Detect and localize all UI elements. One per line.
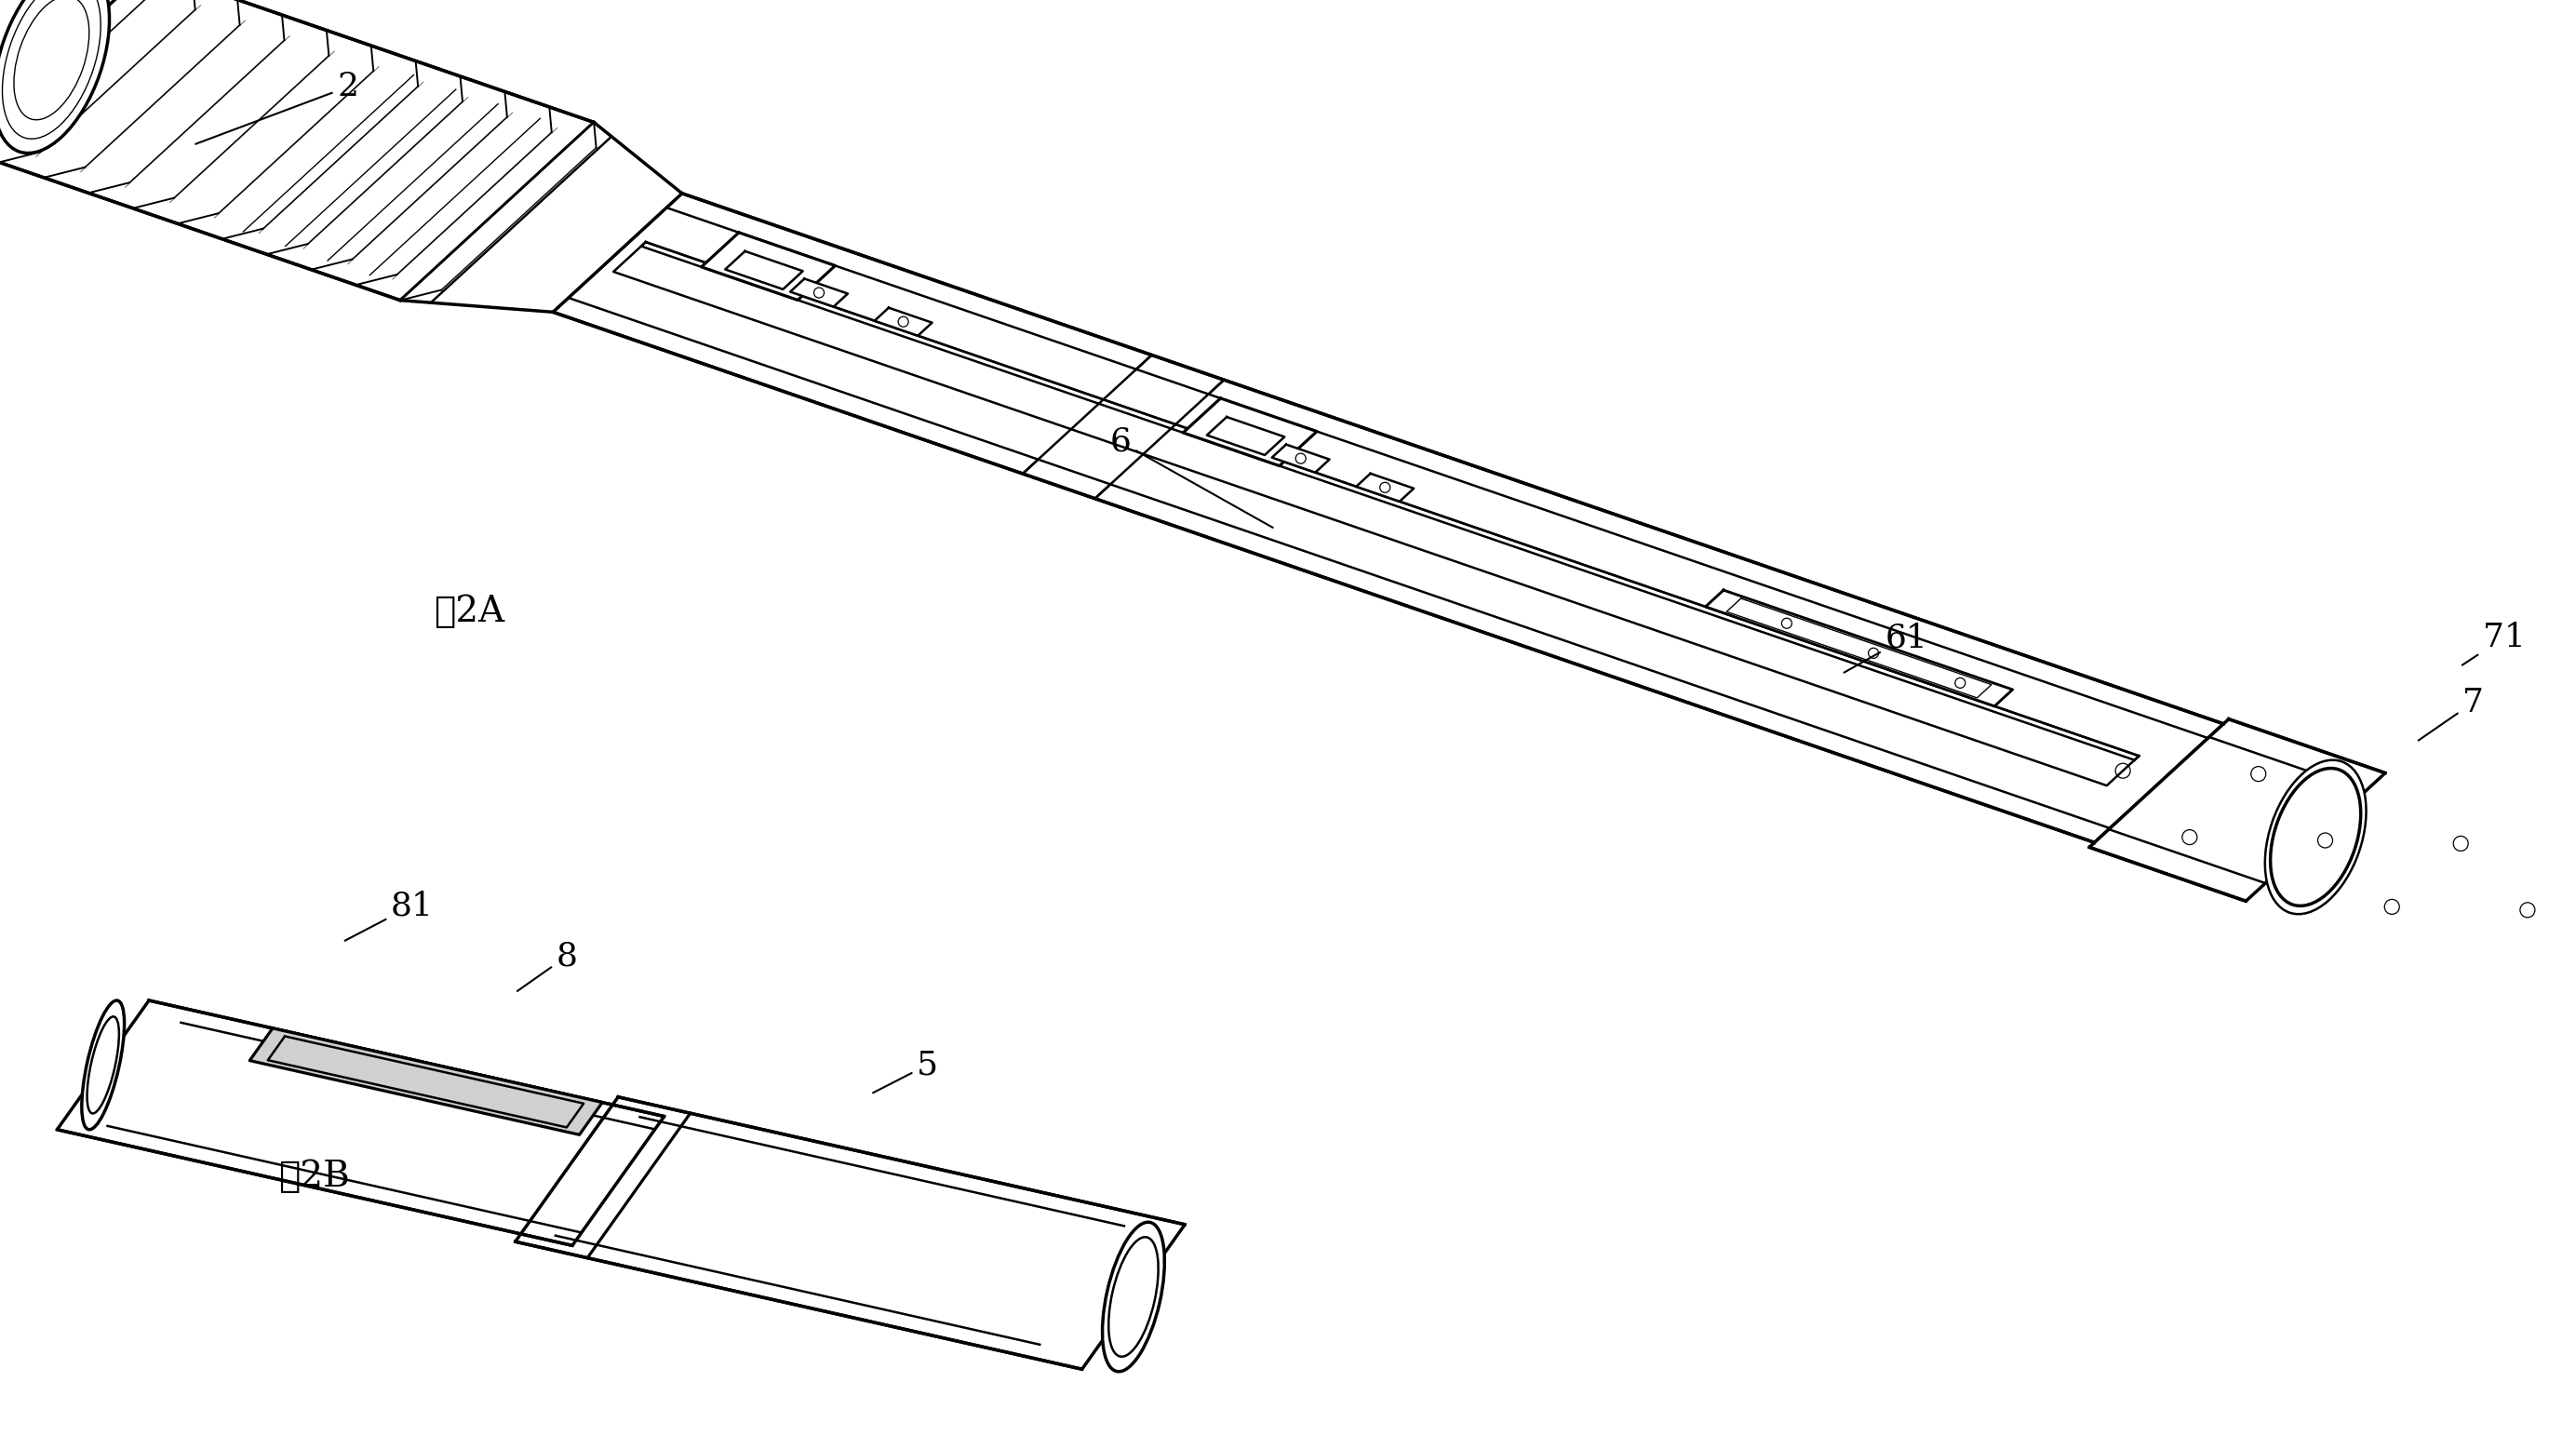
Polygon shape [250, 1029, 603, 1135]
Polygon shape [1182, 398, 1316, 465]
Text: 图2B: 图2B [278, 1159, 350, 1194]
Polygon shape [641, 242, 2138, 761]
Ellipse shape [82, 1000, 124, 1130]
Text: 8: 8 [518, 940, 577, 991]
Polygon shape [791, 278, 848, 307]
Polygon shape [0, 0, 595, 300]
Polygon shape [613, 242, 2138, 785]
Text: 6: 6 [1110, 426, 1273, 527]
Polygon shape [1208, 417, 1285, 455]
Polygon shape [399, 122, 683, 312]
Ellipse shape [2269, 768, 2360, 906]
Polygon shape [1273, 445, 1329, 472]
Ellipse shape [1103, 1222, 1164, 1372]
Polygon shape [2089, 719, 2385, 901]
Text: 7: 7 [2419, 687, 2483, 740]
Polygon shape [1705, 590, 2012, 706]
Polygon shape [701, 232, 835, 300]
Polygon shape [554, 193, 2223, 842]
Text: 2: 2 [196, 71, 358, 143]
Text: 71: 71 [2463, 622, 2524, 665]
Polygon shape [726, 251, 804, 290]
Text: 5: 5 [873, 1049, 938, 1093]
Polygon shape [515, 1097, 1185, 1369]
Polygon shape [1355, 474, 1414, 501]
Ellipse shape [2264, 761, 2367, 914]
Polygon shape [57, 1000, 665, 1246]
Polygon shape [1726, 598, 1991, 698]
Ellipse shape [88, 1017, 118, 1113]
Ellipse shape [0, 0, 108, 154]
Text: 61: 61 [1844, 622, 1927, 672]
Polygon shape [873, 307, 933, 336]
Ellipse shape [1108, 1237, 1159, 1356]
Text: 图2A: 图2A [433, 594, 505, 629]
Text: 81: 81 [345, 890, 433, 940]
